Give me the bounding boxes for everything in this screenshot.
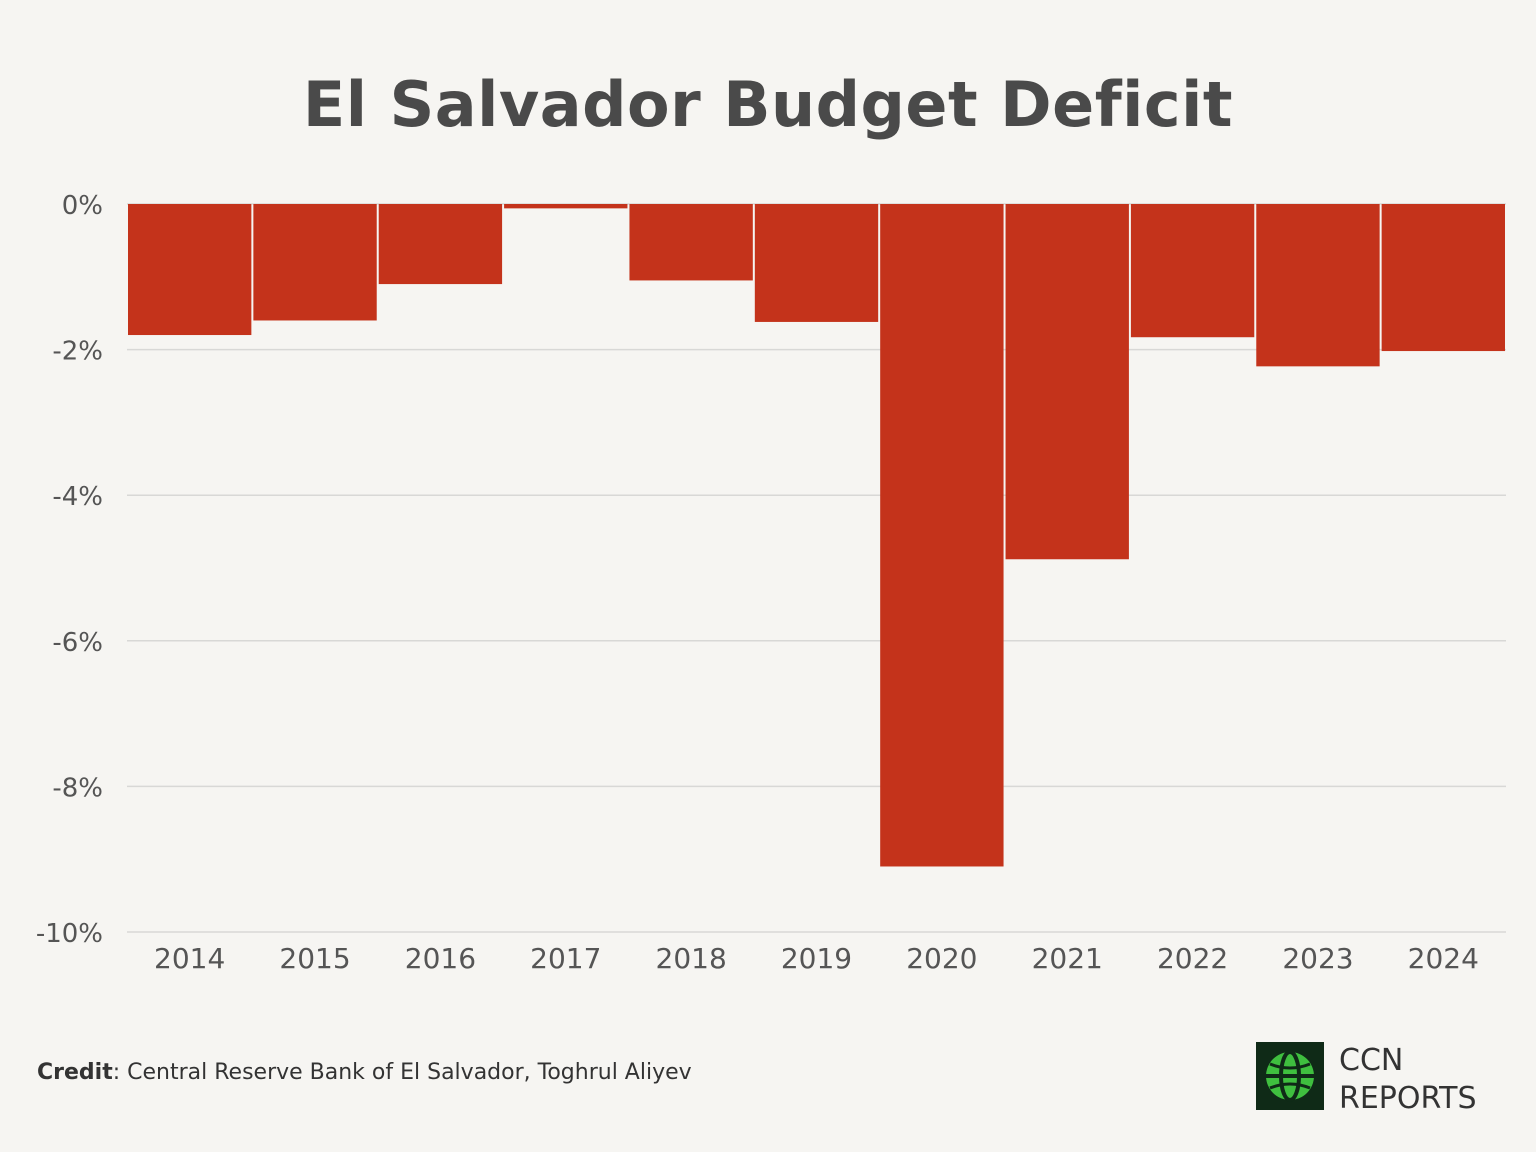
y-tick-label: -10% <box>36 919 103 949</box>
logo-line-2: REPORTS <box>1339 1081 1477 1116</box>
bar-2024 <box>1381 204 1505 352</box>
credit-text: : Central Reserve Bank of El Salvador, T… <box>112 1060 692 1085</box>
x-tick-label: 2020 <box>906 942 977 975</box>
y-tick-label: 0% <box>62 191 103 221</box>
bar-2023 <box>1256 204 1380 367</box>
bars <box>128 204 1505 867</box>
credit-label: Credit <box>37 1060 113 1085</box>
y-tick-label: -6% <box>52 628 103 658</box>
x-tick-label: 2021 <box>1032 942 1103 975</box>
x-tick-label: 2017 <box>530 942 601 975</box>
y-axis-ticks: 0% -2% -4% -6% -8% -10% <box>36 191 103 949</box>
ccn-logo: CCN REPORTS <box>1256 1042 1516 1116</box>
bar-2018 <box>629 204 753 281</box>
y-tick-label: -4% <box>52 482 103 512</box>
logo-line-1: CCN <box>1339 1043 1404 1078</box>
bar-2020 <box>880 204 1004 867</box>
logo-wordmark: CCN REPORTS <box>1339 1042 1477 1118</box>
globe-icon <box>1256 1042 1324 1110</box>
x-tick-label: 2018 <box>656 942 727 975</box>
bar-2016 <box>378 204 503 285</box>
bar-2014 <box>128 204 252 336</box>
credit-line: Credit: Central Reserve Bank of El Salva… <box>37 1060 692 1085</box>
x-tick-label: 2015 <box>279 942 350 975</box>
x-tick-label: 2016 <box>405 942 476 975</box>
x-tick-label: 2024 <box>1408 942 1479 975</box>
y-tick-label: -2% <box>52 337 103 367</box>
chart-title: El Salvador Budget Deficit <box>302 68 1234 141</box>
x-tick-label: 2019 <box>781 942 852 975</box>
x-tick-label: 2022 <box>1157 942 1228 975</box>
bar-2022 <box>1130 204 1255 338</box>
x-tick-label: 2023 <box>1282 942 1353 975</box>
x-axis-ticks: 2014 2015 2016 2017 2018 2019 2020 2021 2022 2023… <box>154 942 1479 975</box>
bar-2021 <box>1005 204 1129 560</box>
bar-2017 <box>504 204 628 209</box>
bar-2019 <box>754 204 879 322</box>
y-tick-label: -8% <box>52 773 103 803</box>
x-tick-label: 2014 <box>154 942 225 975</box>
bar-2015 <box>253 204 377 321</box>
